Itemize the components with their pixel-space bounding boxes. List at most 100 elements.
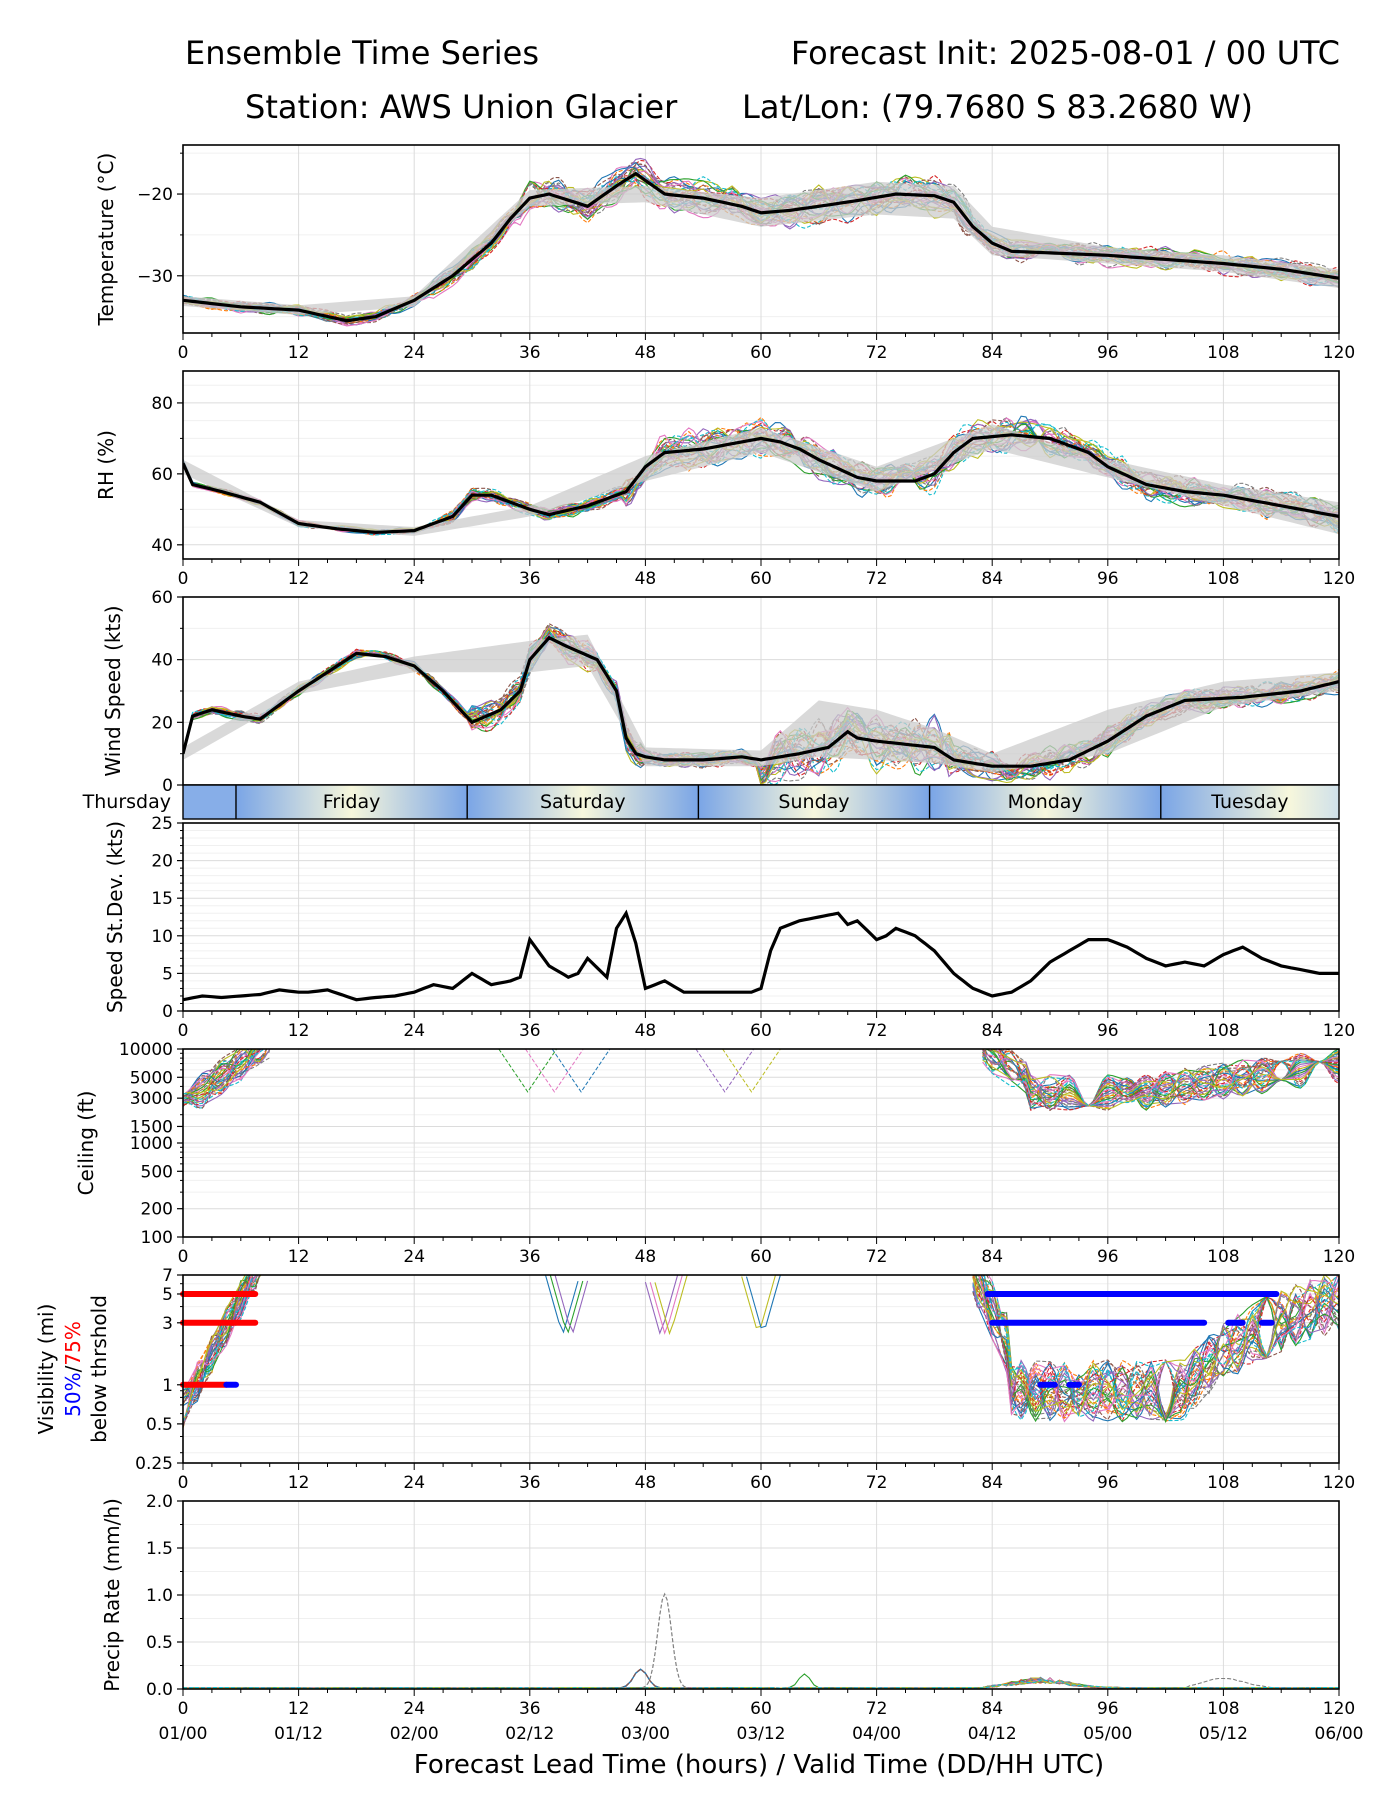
y-tick-label: 80 — [151, 394, 173, 414]
ensemble-member-line — [974, 1275, 1339, 1416]
x-tick-label: 36 — [519, 569, 541, 589]
y-tick-label: 1.0 — [146, 1586, 173, 1606]
ensemble-member-line — [183, 1057, 270, 1096]
ceiling-members — [183, 1049, 1339, 1112]
x-tick-label: 12 — [288, 343, 310, 363]
y-tick-label: 25 — [151, 814, 173, 834]
ensemble-member-line — [183, 1275, 246, 1423]
temperature-spread-band — [183, 181, 1339, 315]
x-tick-label: 48 — [635, 1247, 657, 1267]
x-valid-time-label: 02/12 — [505, 1724, 554, 1744]
day-label: Thursday — [82, 791, 171, 813]
ensemble-member-line — [649, 1275, 683, 1335]
x-tick-label: 120 — [1323, 343, 1355, 363]
x-tick-label: 12 — [288, 1699, 310, 1719]
y-tick-label: 200 — [141, 1200, 173, 1220]
wind-spread-band — [183, 634, 1339, 773]
x-valid-time-label: 06/00 — [1315, 1724, 1364, 1744]
x-tick-label: 108 — [1207, 569, 1239, 589]
x-tick-label: 0 — [178, 1473, 189, 1493]
y-tick-label: 0 — [162, 776, 173, 796]
ensemble-member-line — [183, 1049, 252, 1107]
x-tick-label: 72 — [866, 343, 888, 363]
precip-grid — [182, 1500, 1340, 1690]
x-tick-label: 0 — [178, 343, 189, 363]
ensemble-member-line — [183, 1049, 251, 1100]
temperature-mean-line — [183, 171, 1339, 323]
ensemble-member-line — [183, 1049, 242, 1109]
x-tick-label: 84 — [981, 569, 1003, 589]
y-tick-label: 0.5 — [146, 1633, 173, 1653]
x-tick-label: 84 — [981, 343, 1003, 363]
x-tick-label: 84 — [981, 1473, 1003, 1493]
speed_std-ylabel: Speed St.Dev. (kts) — [103, 821, 127, 1013]
ensemble-member-line — [183, 1049, 254, 1095]
ensemble-member-line — [554, 1275, 589, 1334]
day-label: Saturday — [540, 791, 626, 813]
x-tick-label: 84 — [981, 1021, 1003, 1041]
ensemble-member-line — [183, 424, 1339, 535]
x-tick-label: 96 — [1097, 343, 1119, 363]
ensemble-member-line — [183, 1679, 1339, 1689]
ensemble-member-line — [998, 1049, 1339, 1111]
x-valid-time-label: 01/12 — [274, 1724, 323, 1744]
speed_std-mean-line — [183, 909, 1339, 1002]
x-valid-time-label: 01/00 — [159, 1724, 208, 1744]
speed-std-panel: 0 5 10 15 20 25 0 12 24 36 48 60 72 84 96 108 120 Speed S… — [103, 814, 1355, 1041]
x-tick-label: 72 — [866, 1247, 888, 1267]
x-tick-label: 0 — [178, 569, 189, 589]
y-tick-label: 5000 — [130, 1068, 173, 1088]
x-tick-label: 108 — [1207, 343, 1239, 363]
visibility-ylabel: Visibility (mi) — [34, 1304, 58, 1435]
threshold-legend-part: 75% — [61, 1321, 85, 1365]
x-tick-label: 108 — [1207, 1473, 1239, 1493]
ensemble-member-line — [644, 1275, 679, 1335]
day-label: Monday — [1008, 791, 1083, 813]
ensemble-member-line — [991, 1049, 1339, 1110]
x-tick-label: 60 — [750, 1699, 772, 1719]
y-tick-label: 1500 — [130, 1117, 173, 1137]
x-tick-label: 60 — [750, 343, 772, 363]
station-label: Station: AWS Union Glacier — [245, 88, 678, 126]
threshold-legend-part: 50% — [61, 1372, 85, 1416]
ensemble-member-line — [183, 1049, 271, 1103]
ensemble-member-line — [183, 1049, 263, 1096]
visibility-threshold-legend-sub: below thrshold — [87, 1295, 111, 1443]
temperature-panel: −30 −20 0 12 24 36 48 60 72 84 96 108 120 Temperature… — [94, 144, 1355, 363]
ensemble-member-line — [183, 1275, 260, 1402]
x-tick-label: 48 — [635, 1473, 657, 1493]
visibility-panel: 0.25 0.5 1 3 57 0 12 24 36 48 60 72 84 96 108 120 Visibi… — [34, 1266, 1355, 1493]
x-tick-label: 36 — [519, 1473, 541, 1493]
ceiling-grid — [182, 1048, 1340, 1238]
threshold-legend-part: / — [61, 1365, 85, 1372]
x-tick-label: 24 — [403, 343, 425, 363]
y-tick-label: 0.5 — [146, 1415, 173, 1435]
ensemble-member-line — [982, 1049, 1339, 1107]
y-tick-label: 60 — [151, 588, 173, 608]
ensemble-member-line — [183, 1275, 250, 1399]
x-valid-time-label: 02/00 — [390, 1724, 439, 1744]
day-segment — [1160, 785, 1339, 819]
y-tick-label: 100 — [141, 1228, 173, 1248]
x-tick-label: 48 — [635, 1699, 657, 1719]
x-tick-label: 24 — [403, 1699, 425, 1719]
ensemble-member-line — [978, 1275, 1339, 1416]
x-tick-label: 84 — [981, 1247, 1003, 1267]
ensemble-member-line — [183, 1049, 264, 1097]
day-band-frame — [182, 784, 1340, 820]
x-valid-time-label: 05/00 — [1083, 1724, 1132, 1744]
precip-ylabel: Precip Rate (mm/h) — [100, 1498, 124, 1692]
x-tick-label: 108 — [1207, 1699, 1239, 1719]
x-tick-label: 36 — [519, 1021, 541, 1041]
ensemble-member-line — [745, 1275, 781, 1329]
x-tick-label: 72 — [866, 1021, 888, 1041]
ensemble-member-line — [982, 1049, 1339, 1112]
ensemble-member-line — [695, 1049, 755, 1093]
y-tick-label: 3 — [162, 1314, 173, 1334]
ensemble-member-line — [183, 1275, 252, 1427]
ensemble-member-line — [183, 420, 1339, 535]
x-valid-time-label: 03/00 — [621, 1724, 670, 1744]
x-tick-label: 48 — [635, 569, 657, 589]
ensemble-member-line — [183, 1275, 253, 1425]
chart-title: Ensemble Time Series — [185, 34, 539, 72]
